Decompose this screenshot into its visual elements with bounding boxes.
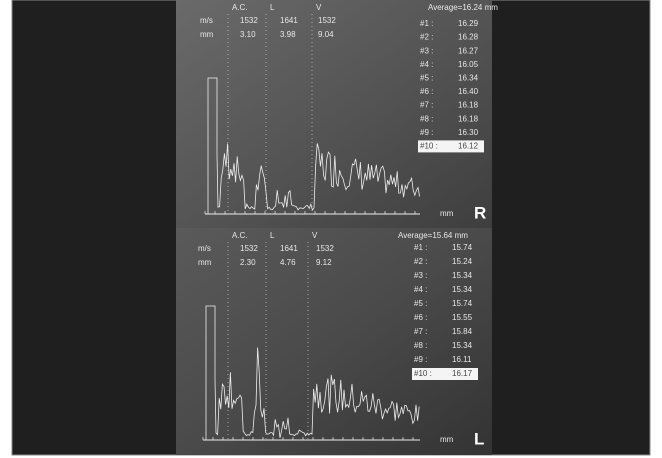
measurement-label: #4 : [414, 285, 427, 294]
column-header: V [312, 231, 318, 240]
measurement-label: #3 : [414, 271, 427, 280]
column-header: A.C. [232, 3, 248, 12]
row-value: 2.30 [240, 258, 256, 267]
measurement-label: #6 : [420, 87, 433, 96]
row-value: 3.10 [240, 30, 256, 39]
row-value: 9.12 [316, 258, 332, 267]
measurement-label: #1 : [414, 243, 427, 252]
measurement-value: 16.40 [458, 87, 479, 96]
axis-unit: mm [440, 435, 454, 444]
measurement-label: #5 : [420, 74, 433, 83]
row-value: 4.76 [280, 258, 296, 267]
measurement-value: 16.29 [458, 19, 479, 28]
measurement-value: 15.55 [452, 313, 473, 322]
measurement-label: #10 : [420, 142, 438, 151]
measurement-value: 16.12 [458, 142, 479, 151]
column-header: A.C. [232, 231, 248, 240]
measurement-label: #3 : [420, 46, 433, 55]
measurement-label: #9 : [414, 355, 427, 364]
measurement-value: 15.34 [452, 285, 473, 294]
figure: A.C. L Vm/s 1532 1641 1532 mm 3.10 3.98 9.04 Avera… [0, 0, 662, 458]
row-value: 1532 [318, 16, 336, 25]
average: Average=16.24 mm [428, 3, 498, 12]
row-unit: m/s [198, 244, 211, 253]
measurement-label: #9 : [420, 128, 433, 137]
measurement-value: 16.28 [458, 33, 479, 42]
measurement-value: 16.11 [452, 355, 472, 364]
measurement-value: 15.24 [452, 257, 473, 266]
eye-label: L [474, 429, 484, 448]
average: Average=15.64 mm [398, 231, 468, 240]
measurement-value: 15.34 [452, 341, 473, 350]
measurement-value: 16.17 [452, 369, 473, 378]
measurement-value: 16.18 [458, 114, 479, 123]
screen-top [176, 0, 492, 228]
row-value: 1532 [240, 16, 258, 25]
row-value: 1532 [240, 244, 258, 253]
row-value: 1641 [280, 16, 298, 25]
screen-bottom [176, 228, 492, 455]
measurement-label: #6 : [414, 313, 427, 322]
row-value: 3.98 [280, 30, 296, 39]
row-unit: mm [200, 30, 214, 39]
row-value: 9.04 [318, 30, 334, 39]
measurement-value: 15.84 [452, 327, 473, 336]
measurement-value: 15.74 [452, 299, 473, 308]
row-unit: mm [198, 258, 212, 267]
measurement-label: #8 : [420, 114, 433, 123]
measurement-label: #2 : [420, 33, 433, 42]
measurement-label: #2 : [414, 257, 427, 266]
column-header: L [270, 231, 275, 240]
eye-label: R [474, 203, 486, 222]
column-header: V [316, 3, 322, 12]
measurement-label: #8 : [414, 341, 427, 350]
measurement-label: #4 : [420, 60, 433, 69]
measurement-value: 16.18 [458, 101, 479, 110]
measurement-label: #7 : [414, 327, 427, 336]
row-value: 1641 [280, 244, 298, 253]
row-value: 1532 [316, 244, 334, 253]
measurement-value: 16.30 [458, 128, 479, 137]
axis-unit: mm [440, 209, 454, 218]
measurement-value: 16.34 [458, 74, 479, 83]
column-header: L [270, 3, 275, 12]
measurement-value: 15.34 [452, 271, 473, 280]
measurement-value: 15.74 [452, 243, 473, 252]
measurement-label: #1 : [420, 19, 433, 28]
measurement-label: #10 : [414, 369, 432, 378]
row-unit: m/s [200, 16, 213, 25]
measurement-label: #7 : [420, 101, 433, 110]
measurement-value: 16.27 [458, 46, 479, 55]
measurement-value: 16.05 [458, 60, 479, 69]
measurement-label: #5 : [414, 299, 427, 308]
